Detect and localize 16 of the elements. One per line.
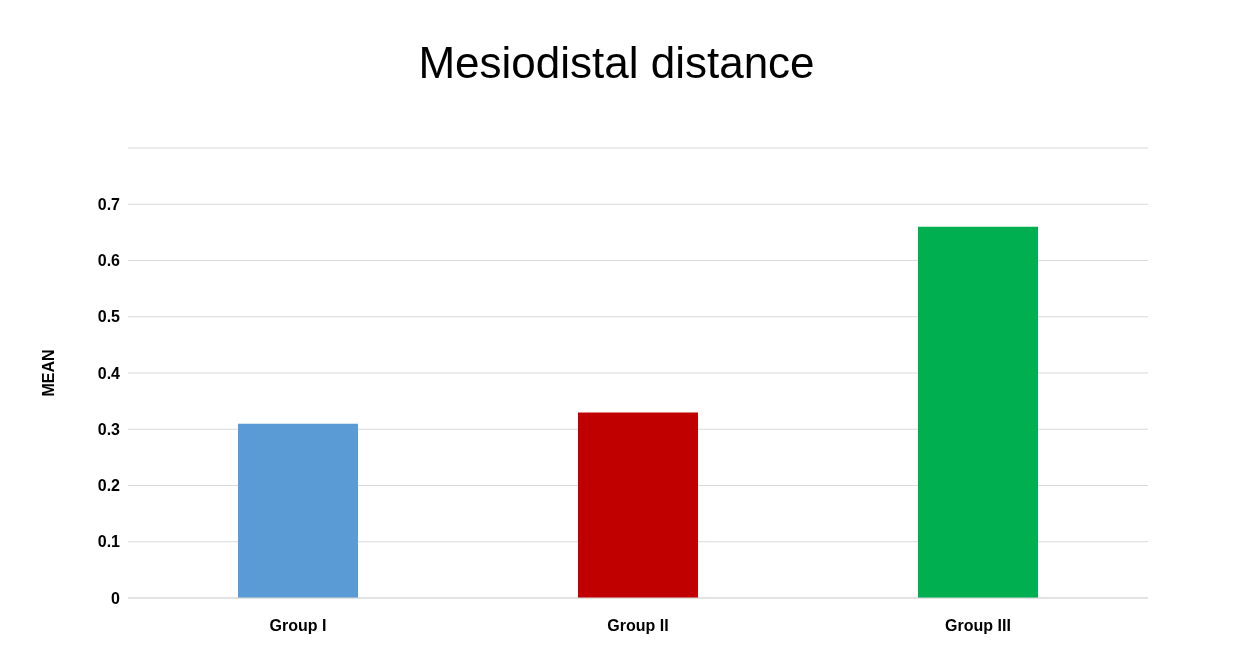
y-tick-label: 0 [111,589,121,607]
x-tick-label: Group I [269,617,327,635]
chart-title: Mesiodistal distance [417,37,816,89]
y-tick-label: 0.6 [97,252,121,270]
y-tick-label: 0.7 [97,195,121,213]
y-axis-title: MEAN [39,349,57,397]
y-tick-label: 0.2 [97,477,121,495]
bar [238,423,358,598]
y-tick-label: 0.1 [97,533,121,551]
y-tick-label: 0.5 [97,308,121,326]
bar [918,226,1038,598]
x-tick-label: Group II [607,617,669,635]
y-tick-label: 0.3 [97,420,121,438]
x-tick-label: Group III [945,617,1011,635]
bar [578,412,698,598]
y-tick-label: 0.4 [97,364,121,382]
